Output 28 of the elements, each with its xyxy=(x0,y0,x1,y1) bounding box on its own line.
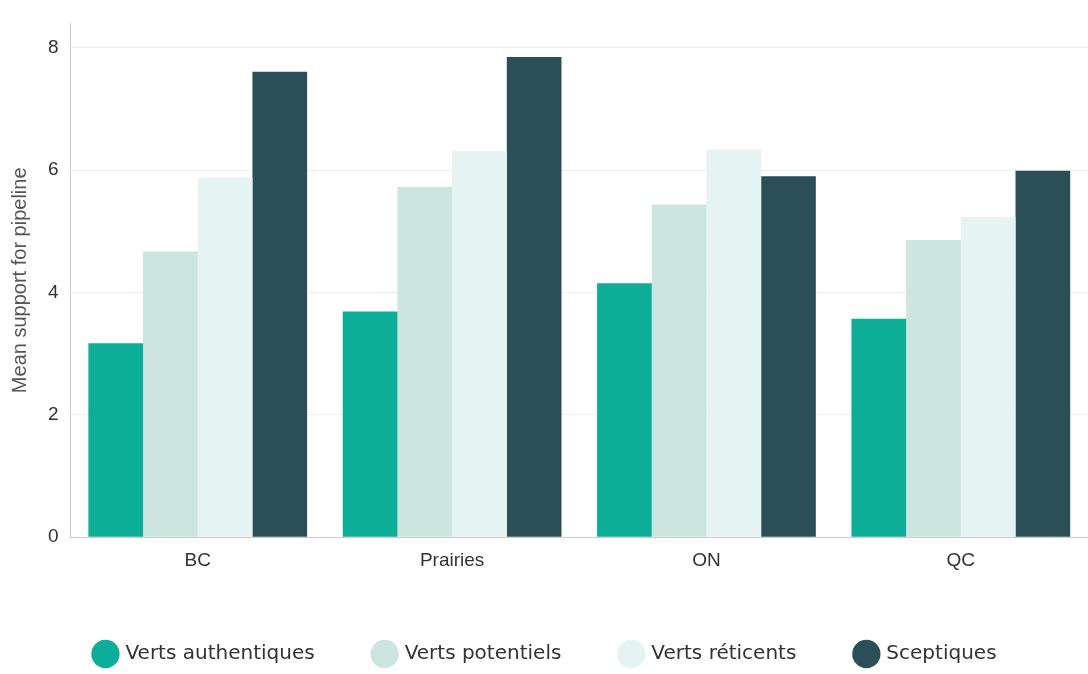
bar xyxy=(1015,170,1071,537)
y-tick-label: 2 xyxy=(47,403,59,425)
bar xyxy=(252,71,308,537)
y-tick-label: 4 xyxy=(47,280,59,302)
bar xyxy=(143,251,198,537)
legend-label: Verts authentiques xyxy=(125,640,315,665)
y-tick-label: 0 xyxy=(47,525,59,547)
y-tick-label: 6 xyxy=(47,158,59,180)
bar xyxy=(197,177,253,537)
x-tick-label: Prairies xyxy=(419,548,485,570)
legend-label: Verts réticents xyxy=(651,640,797,665)
bar xyxy=(397,186,453,537)
bar xyxy=(906,239,961,537)
bar xyxy=(761,176,816,537)
bar xyxy=(851,318,907,537)
y-axis-title: Mean support for pipeline xyxy=(7,167,30,394)
x-tick-label: BC xyxy=(184,548,211,570)
bar xyxy=(960,217,1016,537)
bar xyxy=(88,343,144,537)
x-tick-label: QC xyxy=(946,548,976,570)
legend-label: Sceptiques xyxy=(886,640,997,665)
bar xyxy=(597,283,652,537)
legend-label: Verts potentiels xyxy=(404,640,562,665)
bar xyxy=(651,204,707,537)
y-tick-label: 8 xyxy=(47,36,59,58)
x-tick-label: ON xyxy=(692,548,721,570)
bar xyxy=(342,311,398,537)
bar xyxy=(506,57,562,537)
